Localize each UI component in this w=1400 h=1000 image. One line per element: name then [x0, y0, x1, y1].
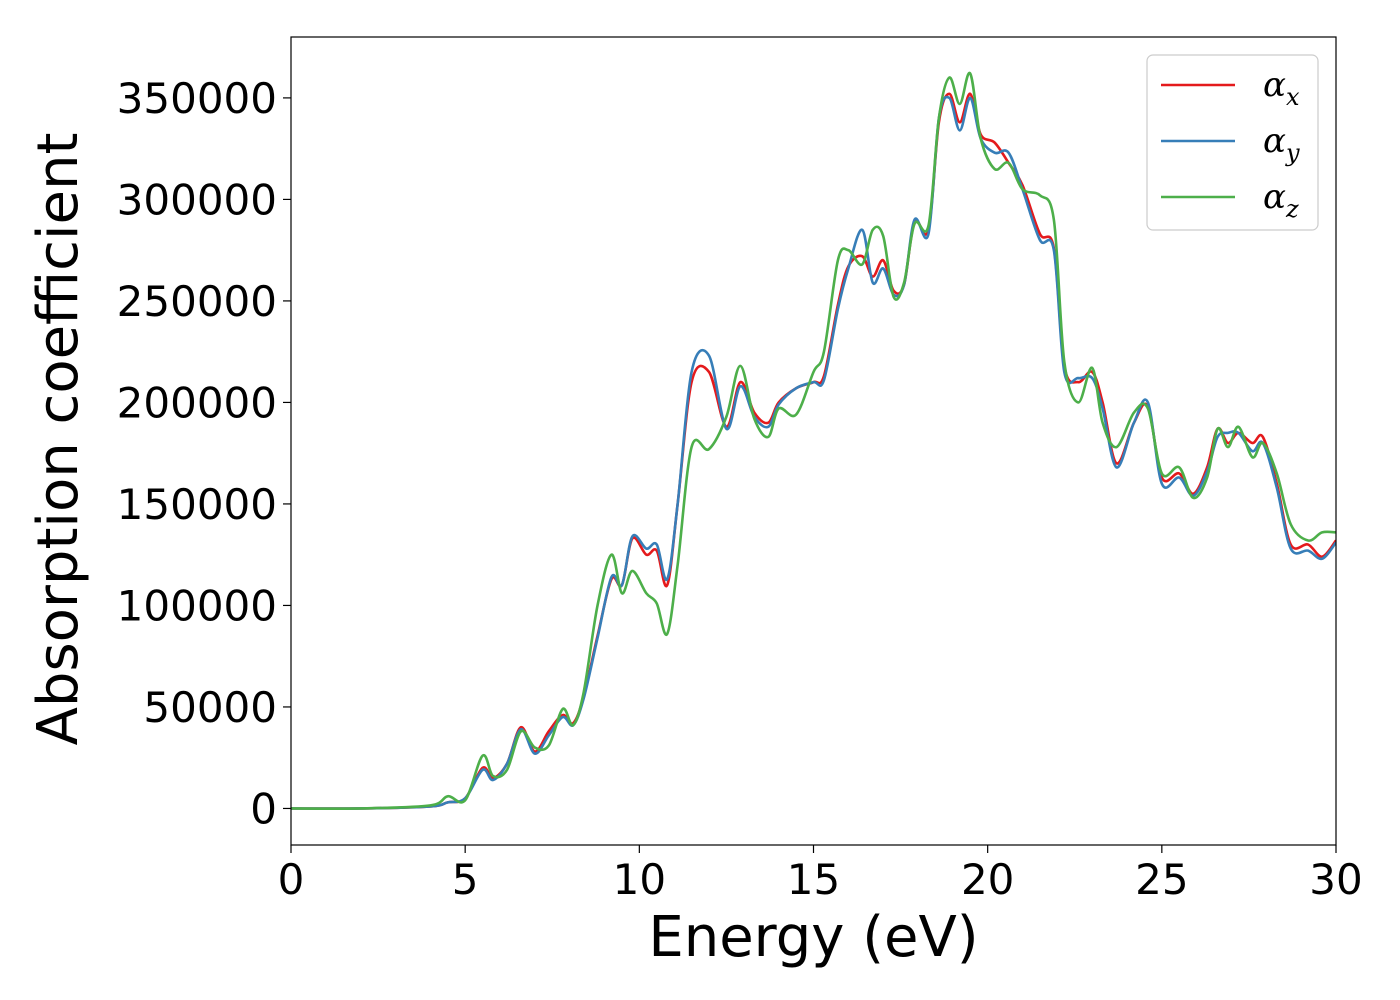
x-tick-label: 20 [961, 855, 1014, 904]
legend-item-y: αy [1161, 121, 1300, 167]
y-tick-label: 50000 [143, 683, 277, 732]
y-tick-label: 300000 [117, 175, 277, 224]
y-axis: 0 50000 100000 150000 200000 250000 300000 3500… [117, 74, 291, 833]
x-axis-title: Energy (eV) [648, 905, 978, 970]
y-axis-title: Absorption coefficient [26, 133, 91, 746]
legend-item-x: αx [1161, 65, 1300, 111]
legend: αx αy αz [1146, 54, 1319, 231]
x-tick-label: 15 [787, 855, 840, 904]
legend-label: αx [1263, 65, 1300, 111]
x-tick-label: 30 [1309, 855, 1362, 904]
series-line-x [291, 92, 1336, 810]
x-axis: 0 5 10 15 20 25 30 [278, 845, 1363, 904]
y-tick-label: 200000 [117, 378, 277, 427]
x-tick-label: 10 [613, 855, 666, 904]
legend-label: αz [1263, 177, 1299, 223]
y-tick-label: 350000 [117, 74, 277, 123]
legend-item-z: αz [1161, 177, 1299, 223]
x-tick-label: 5 [452, 855, 479, 904]
y-tick-label: 250000 [117, 277, 277, 326]
x-tick-label: 25 [1135, 855, 1188, 904]
series-lines [291, 71, 1336, 810]
series-line-z [291, 71, 1336, 810]
legend-label: αy [1263, 121, 1300, 167]
y-tick-label: 100000 [117, 581, 277, 630]
legend-box [1146, 54, 1319, 231]
y-tick-label: 0 [250, 784, 277, 833]
x-tick-label: 0 [278, 855, 305, 904]
y-tick-label: 150000 [117, 480, 277, 529]
